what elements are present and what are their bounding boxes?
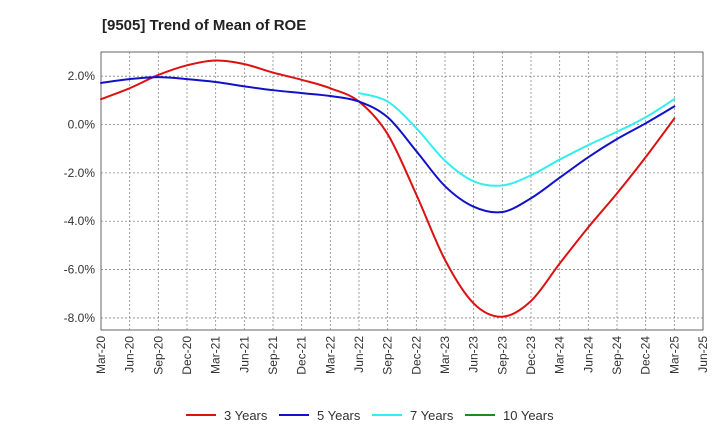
x-axis: Mar-20 Jun-20 Sep-20 Dec-20 Mar-21 Jun-21 Sep-… [94, 336, 710, 375]
y-axis: 2.0% 0.0% -2.0% -4.0% -6.0% -8.0% [64, 69, 96, 325]
series-line-3-years [100, 59, 676, 318]
legend-label: 3 Years [224, 408, 268, 423]
x-tick-label: Mar-24 [553, 336, 567, 374]
gridlines [101, 52, 703, 330]
x-tick-label: Dec-21 [295, 336, 309, 375]
legend-label: 7 Years [410, 408, 454, 423]
x-tick-label: Mar-25 [667, 336, 681, 374]
x-tick-label: Sep-21 [266, 336, 280, 375]
y-tick-label: 2.0% [68, 69, 96, 83]
y-tick-label: 0.0% [68, 118, 96, 132]
series-line-7-years [358, 92, 676, 187]
x-tick-label: Jun-20 [123, 336, 137, 373]
x-tick-label: Sep-23 [495, 336, 509, 375]
series-line-5-years [100, 76, 676, 214]
x-tick-label: Jun-22 [352, 336, 366, 373]
x-tick-label: Jun-23 [467, 336, 481, 373]
legend-label: 10 Years [503, 408, 554, 423]
x-tick-label: Dec-22 [409, 336, 423, 375]
chart-title: [9505] Trend of Mean of ROE [102, 17, 306, 34]
legend-label: 5 Years [317, 408, 361, 423]
x-tick-label: Mar-23 [438, 336, 452, 374]
y-tick-label: -6.0% [64, 263, 96, 277]
legend: 3 Years 5 Years 7 Years 10 Years [186, 408, 554, 423]
x-tick-label: Sep-22 [381, 336, 395, 375]
x-tick-label: Dec-20 [180, 336, 194, 375]
x-tick-label: Dec-23 [524, 336, 538, 375]
y-tick-label: -8.0% [64, 311, 96, 325]
x-tick-label: Jun-25 [696, 336, 710, 373]
y-tick-label: -2.0% [64, 166, 96, 180]
x-tick-label: Mar-20 [94, 336, 108, 374]
x-tick-label: Sep-24 [610, 336, 624, 375]
series-lines [100, 59, 676, 318]
plot-area [100, 51, 704, 331]
x-tick-label: Sep-20 [151, 336, 165, 375]
x-tick-label: Dec-24 [639, 336, 653, 375]
y-tick-label: -4.0% [64, 214, 96, 228]
x-tick-label: Mar-21 [209, 336, 223, 374]
x-tick-label: Mar-22 [323, 336, 337, 374]
x-tick-label: Jun-24 [581, 336, 595, 373]
x-tick-label: Jun-21 [237, 336, 251, 373]
